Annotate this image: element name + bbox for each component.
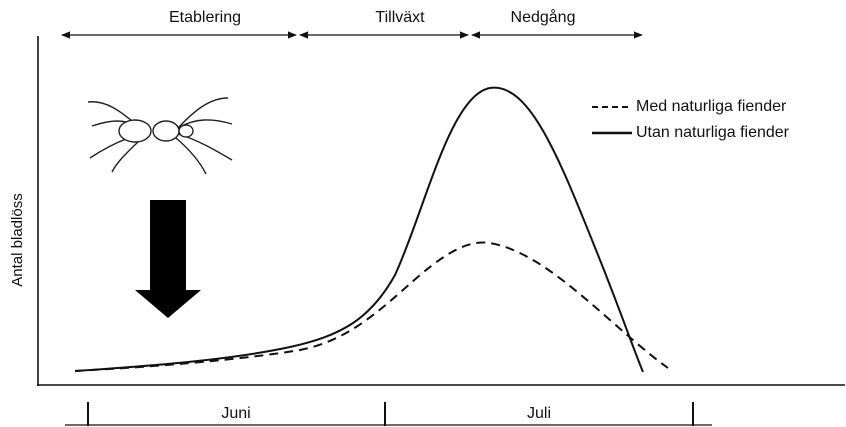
diagram: Etablering Tillväxt Nedgång Antal bladlö… <box>0 0 846 427</box>
month-label: Juni <box>221 405 250 422</box>
page: Etablering Tillväxt Nedgång Antal bladlö… <box>0 0 846 427</box>
legend-label: Med naturliga fiender <box>636 98 787 115</box>
month-label: Juli <box>527 405 551 422</box>
down-arrow <box>135 200 201 318</box>
phase-label: Etablering <box>169 9 241 26</box>
legend-label: Utan naturliga fiender <box>636 124 790 141</box>
phase-label: Tillväxt <box>375 9 425 26</box>
phase-label: Nedgång <box>511 8 576 26</box>
month-scale <box>65 402 712 426</box>
y-axis-label: Antal bladlöss <box>9 193 26 286</box>
spider-icon <box>88 98 232 174</box>
